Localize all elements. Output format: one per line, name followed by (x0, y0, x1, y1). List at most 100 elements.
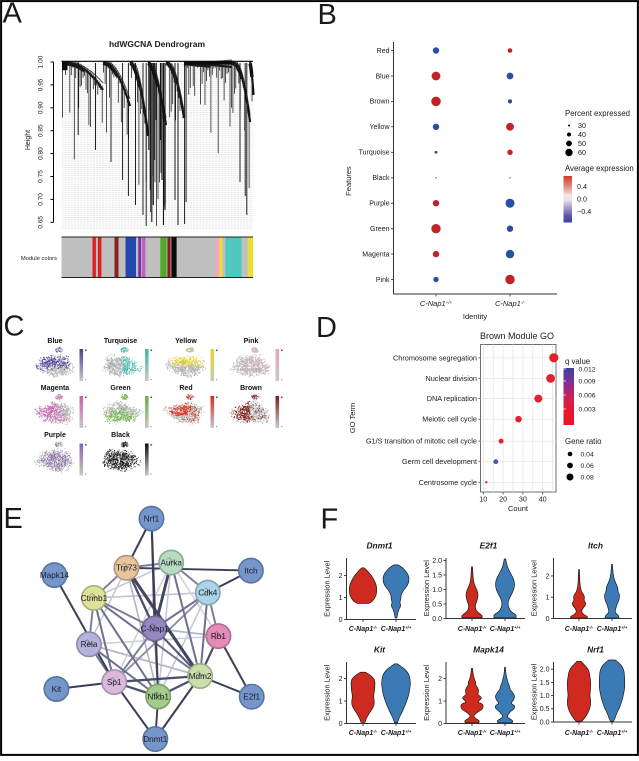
svg-text:0.65: 0.65 (38, 216, 45, 229)
svg-text:0.80: 0.80 (38, 147, 45, 160)
svg-text:C-Nap1-/-: C-Nap1-/- (349, 729, 378, 737)
svg-text:Ctnnb1: Ctnnb1 (81, 594, 108, 603)
svg-text:B: B (318, 0, 337, 31)
svg-text:0: 0 (339, 617, 343, 624)
svg-text:0.95: 0.95 (38, 78, 45, 91)
svg-text:0.90: 0.90 (38, 101, 45, 114)
svg-text:1.5: 1.5 (432, 572, 442, 579)
svg-text:C-Nap1-/-: C-Nap1-/- (349, 625, 378, 633)
svg-text:C-Nap1-/-: C-Nap1-/- (458, 625, 487, 633)
svg-text:50: 50 (578, 139, 586, 148)
svg-text:0.0: 0.0 (432, 616, 442, 623)
svg-text:Brown Module GO: Brown Module GO (480, 331, 554, 341)
svg-text:Red: Red (179, 385, 192, 392)
svg-text:0.70: 0.70 (38, 193, 45, 206)
svg-text:C-Nap1+/+: C-Nap1+/+ (381, 625, 412, 633)
svg-text:Itch: Itch (244, 567, 258, 576)
svg-text:0.012: 0.012 (579, 367, 596, 374)
svg-text:0.85: 0.85 (38, 124, 45, 137)
svg-text:Magenta: Magenta (41, 385, 70, 392)
svg-text:C: C (4, 311, 25, 343)
svg-text:0: 0 (546, 616, 550, 623)
svg-text:Nfkb1: Nfkb1 (148, 692, 170, 701)
svg-text:D: D (316, 312, 337, 344)
svg-text:0.06: 0.06 (581, 463, 594, 470)
svg-text:Expression Level: Expression Level (422, 664, 431, 721)
svg-text:Magenta: Magenta (362, 251, 389, 258)
svg-text:Nrf1: Nrf1 (144, 515, 160, 524)
svg-text:2: 2 (339, 676, 343, 683)
svg-text:C-Nap1+/+: C-Nap1+/+ (490, 625, 521, 633)
svg-text:0: 0 (438, 721, 442, 728)
svg-text:Green: Green (110, 385, 130, 392)
svg-text:−0.4: −0.4 (577, 207, 591, 216)
svg-text:0.003: 0.003 (579, 407, 596, 414)
svg-text:30: 30 (519, 495, 527, 504)
svg-text:Rb1: Rb1 (211, 632, 226, 641)
svg-text:40: 40 (539, 495, 547, 504)
svg-text:Aurka: Aurka (161, 558, 183, 567)
svg-text:Count: Count (508, 504, 529, 513)
svg-text:1.0: 1.0 (432, 587, 442, 594)
svg-text:Mdm2: Mdm2 (189, 672, 212, 681)
svg-text:0.009: 0.009 (579, 379, 596, 386)
svg-text:Nrf1: Nrf1 (587, 645, 604, 655)
svg-text:Nuclear division: Nuclear division (425, 374, 477, 383)
svg-text:1: 1 (546, 595, 550, 602)
svg-text:Gene ratio: Gene ratio (565, 437, 602, 446)
svg-text:Mapk14: Mapk14 (40, 571, 70, 580)
svg-text:20: 20 (499, 495, 507, 504)
svg-text:Black: Black (111, 432, 130, 439)
svg-text:Blue: Blue (375, 73, 389, 80)
svg-text:1.00: 1.00 (38, 55, 45, 68)
svg-text:Purple: Purple (44, 432, 66, 439)
svg-text:E2f1: E2f1 (243, 693, 260, 702)
svg-text:Blue: Blue (47, 338, 62, 345)
svg-text:Average expression: Average expression (565, 164, 634, 173)
svg-text:10: 10 (479, 495, 487, 504)
svg-text:Percent expressed: Percent expressed (565, 109, 630, 118)
svg-text:0.4: 0.4 (577, 182, 587, 191)
svg-text:C-Nap1+/+: C-Nap1+/+ (420, 299, 453, 308)
svg-text:Pink: Pink (376, 277, 390, 284)
svg-text:Expression Level: Expression Level (422, 560, 431, 617)
svg-text:0.0: 0.0 (577, 195, 587, 204)
svg-text:Rela: Rela (81, 640, 98, 649)
svg-text:F: F (321, 504, 339, 536)
svg-text:Features: Features (344, 166, 353, 196)
svg-text:Identity: Identity (463, 312, 487, 321)
svg-text:Centrosome cycle: Centrosome cycle (419, 478, 477, 487)
svg-text:Purple: Purple (369, 201, 389, 208)
svg-text:Sp1: Sp1 (107, 678, 122, 687)
svg-text:Kit: Kit (374, 645, 386, 655)
svg-text:E2f1: E2f1 (480, 541, 498, 551)
svg-text:Kit: Kit (52, 685, 62, 694)
svg-text:C-Nap1+/+: C-Nap1+/+ (381, 729, 412, 737)
svg-text:Brown: Brown (370, 99, 390, 106)
svg-text:40: 40 (578, 130, 586, 139)
svg-text:Expression Level: Expression Level (530, 560, 539, 617)
svg-text:Red: Red (377, 48, 390, 55)
svg-text:0.5: 0.5 (432, 601, 442, 608)
svg-text:Turquoise: Turquoise (359, 150, 390, 157)
svg-text:C-Nap1: C-Nap1 (140, 624, 169, 633)
svg-text:Pink: Pink (244, 338, 259, 345)
svg-text:Turquoise: Turquoise (104, 338, 137, 345)
svg-text:Mapk14: Mapk14 (473, 645, 504, 655)
svg-text:2.0: 2.0 (432, 558, 442, 565)
svg-text:1: 1 (438, 698, 442, 705)
svg-text:1: 1 (339, 698, 343, 705)
svg-text:0.04: 0.04 (581, 452, 594, 459)
svg-text:A: A (3, 0, 23, 30)
svg-text:2.0: 2.0 (540, 667, 550, 674)
svg-text:q value: q value (565, 357, 590, 366)
svg-text:2: 2 (339, 573, 343, 580)
svg-text:Dnmt1: Dnmt1 (366, 541, 392, 551)
svg-text:DNA replication: DNA replication (427, 394, 477, 403)
svg-text:Germ cell development: Germ cell development (402, 457, 477, 466)
svg-text:C-Nap1-/-: C-Nap1-/- (495, 299, 526, 308)
svg-text:Height: Height (25, 130, 32, 150)
svg-text:C-Nap1-/-: C-Nap1-/- (458, 729, 487, 737)
svg-text:Expression Level: Expression Level (530, 664, 539, 721)
svg-text:Yellow: Yellow (370, 124, 391, 131)
